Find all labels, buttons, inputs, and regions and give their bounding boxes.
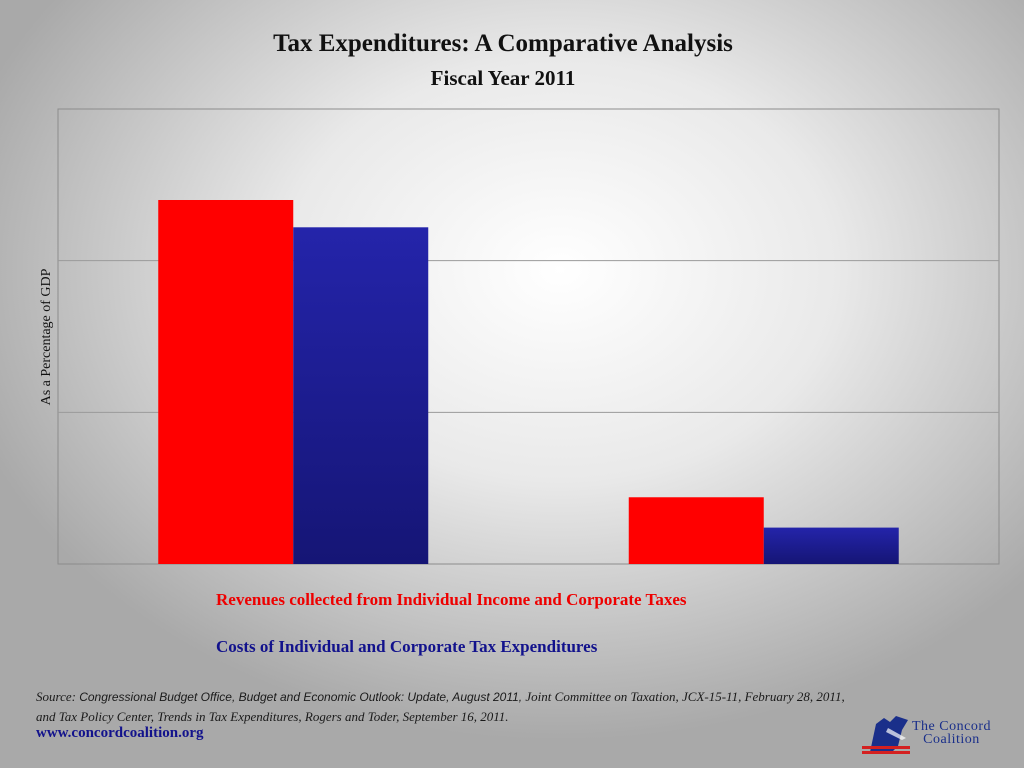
- bar-corporate-revenues: [628, 497, 764, 564]
- source-rest: Joint Committee on Taxation, JCX-15-11, …: [36, 689, 845, 724]
- source-prefix: Source:: [36, 689, 76, 704]
- plot-area: [57, 108, 1000, 565]
- bar-corporate-costs: [763, 527, 899, 564]
- logo-wordmark: The Concord Coalition: [912, 719, 991, 747]
- bar-individual-revenues: [158, 200, 294, 564]
- minuteman-icon: [862, 716, 910, 754]
- source-citation: Source: Congressional Budget Office, Bud…: [36, 687, 866, 726]
- bars: [158, 200, 899, 565]
- bar-chart: As a Percentage of GDP: [39, 108, 1000, 565]
- logo-line-2: Coalition: [923, 732, 980, 747]
- chart-subtitle: Fiscal Year 2011: [430, 66, 576, 90]
- website-link[interactable]: www.concordcoalition.org: [36, 725, 204, 741]
- legend-costs: Costs of Individual and Corporate Tax Ex…: [216, 637, 598, 656]
- source-cbo: Congressional Budget Office, Budget and …: [79, 690, 523, 704]
- bar-individual-costs: [293, 227, 429, 565]
- logo-line-1: The Concord: [912, 719, 991, 734]
- legend-revenues: Revenues collected from Individual Incom…: [216, 590, 687, 609]
- concord-coalition-logo: [862, 716, 910, 754]
- chart-title: Tax Expenditures: A Comparative Analysis: [273, 30, 733, 57]
- y-axis-label: As a Percentage of GDP: [39, 268, 54, 405]
